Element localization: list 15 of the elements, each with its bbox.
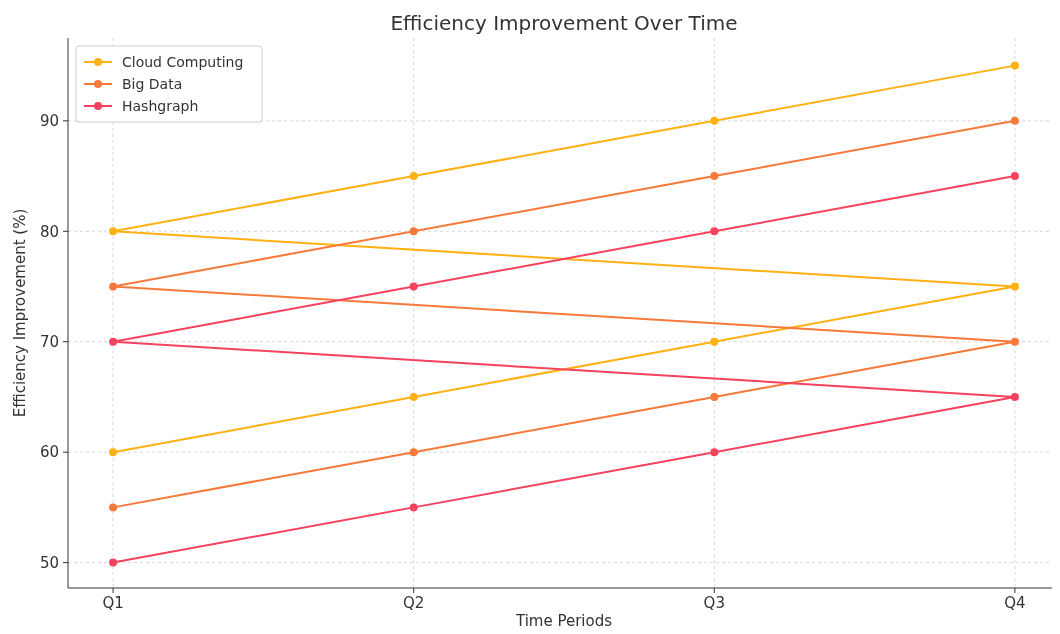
x-tick-label: Q4: [1004, 594, 1026, 612]
chart-title: Efficiency Improvement Over Time: [390, 11, 738, 35]
x-axis-title: Time Periods: [514, 612, 613, 630]
y-tick-label: 50: [39, 553, 59, 572]
x-tick-label: Q1: [102, 594, 124, 612]
legend-label: Hashgraph: [122, 97, 199, 114]
legend-label: Big Data: [122, 75, 183, 92]
y-tick-label: 90: [39, 112, 59, 131]
x-tick-label: Q3: [703, 594, 725, 612]
y-tick-label: 70: [39, 332, 59, 351]
legend-label: Cloud Computing: [122, 53, 244, 70]
y-tick-label: 60: [39, 443, 59, 462]
y-axis-title: Efficiency Improvement (%): [11, 208, 29, 418]
x-tick-label: Q2: [403, 594, 425, 612]
y-tick-label: 80: [39, 222, 59, 241]
